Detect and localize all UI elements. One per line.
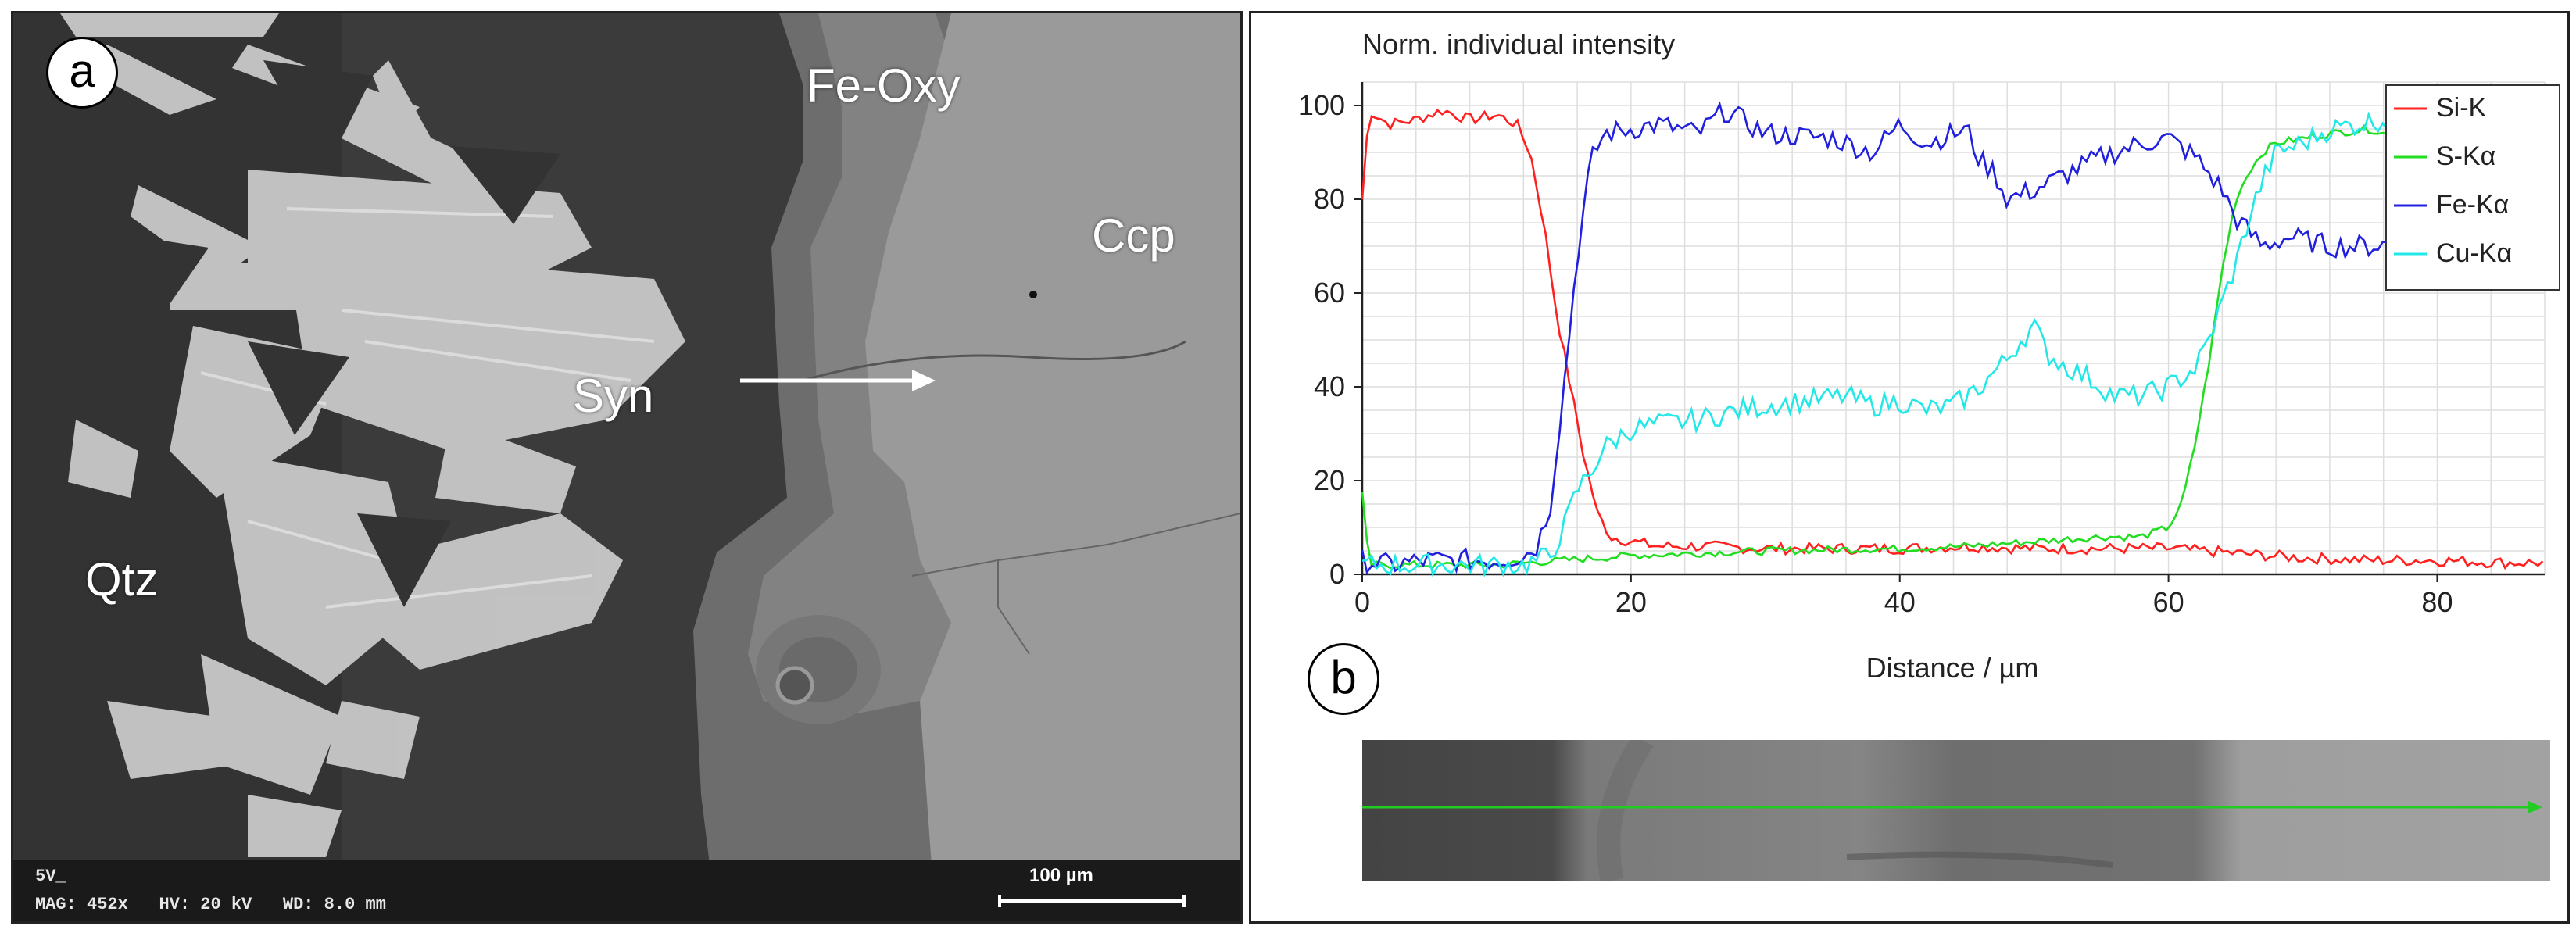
y-tick-label: 80 — [1314, 183, 1345, 215]
eds-line-chart: Norm. individual intensity 0 20 40 60 80 0 20… — [1298, 28, 2560, 684]
panel-b-eds-profile: Norm. individual intensity 0 20 40 60 80 0 20… — [1249, 11, 2570, 924]
scale-bar — [998, 895, 1186, 907]
chart-legend: Si-K S-Kα Fe-Kα Cu-Kα — [2385, 84, 2560, 291]
databar-mag: MAG: 452x — [35, 895, 128, 914]
chart-grid — [1361, 81, 2546, 576]
series-line-s — [1361, 123, 2544, 570]
y-tick-label: 60 — [1314, 277, 1345, 309]
chart-title: Norm. individual intensity — [1362, 28, 1675, 60]
databar-wd: WD: 8.0 mm — [282, 895, 386, 914]
y-tick-label: 40 — [1314, 370, 1345, 402]
x-tick-label: 0 — [1354, 586, 1370, 618]
x-axis-ticks: 0 20 40 60 80 — [1354, 574, 2453, 618]
line-scan-strip-image — [1362, 740, 2550, 881]
series-line-si — [1361, 108, 2544, 570]
panel-label-a: a — [46, 37, 118, 109]
series-line-fe — [1361, 101, 2544, 575]
databar-line1: 5V_ — [35, 867, 66, 886]
sem-image — [13, 13, 1240, 921]
y-tick-label: 100 — [1298, 89, 1345, 121]
sem-databar: 5V_ MAG: 452x HV: 20 kV WD: 8.0 mm 100 µ… — [13, 860, 1240, 921]
x-tick-label: 80 — [2421, 586, 2453, 618]
legend-item-label: Si-K — [2436, 93, 2487, 123]
label-ccp: Ccp — [1092, 209, 1175, 262]
y-tick-label: 20 — [1314, 464, 1345, 496]
y-axis-ticks: 0 20 40 60 80 100 — [1298, 89, 1362, 590]
x-tick-label: 20 — [1615, 586, 1647, 618]
scan-line-arrowhead — [2528, 801, 2542, 813]
legend-item-label: Fe-Kα — [2436, 190, 2509, 220]
line-scan-image — [1362, 740, 2550, 881]
panel-a-sem-micrograph: a Fe-Oxy Ccp Syn Qtz 5V_ MAG: 452x HV: 2… — [11, 11, 1243, 924]
label-qtz: Qtz — [85, 553, 159, 606]
y-tick-label: 0 — [1329, 558, 1345, 590]
label-syn: Syn — [573, 370, 654, 422]
x-axis-label: Distance / µm — [1866, 652, 2039, 684]
x-tick-label: 60 — [2153, 586, 2184, 618]
x-tick-label: 40 — [1884, 586, 1916, 618]
series-line-cu — [1361, 111, 2543, 578]
databar-hv: HV: 20 kV — [159, 895, 252, 914]
label-fe-oxy: Fe-Oxy — [807, 59, 961, 112]
databar-line2: MAG: 452x HV: 20 kV WD: 8.0 mm — [35, 895, 386, 914]
legend-box — [2385, 84, 2560, 291]
scale-bar-label: 100 µm — [1029, 865, 1093, 886]
legend-item-label: Cu-Kα — [2436, 238, 2512, 268]
panel-label-b: b — [1308, 643, 1379, 715]
legend-item-label: S-Kα — [2436, 141, 2496, 171]
chart-series — [1361, 101, 2544, 578]
